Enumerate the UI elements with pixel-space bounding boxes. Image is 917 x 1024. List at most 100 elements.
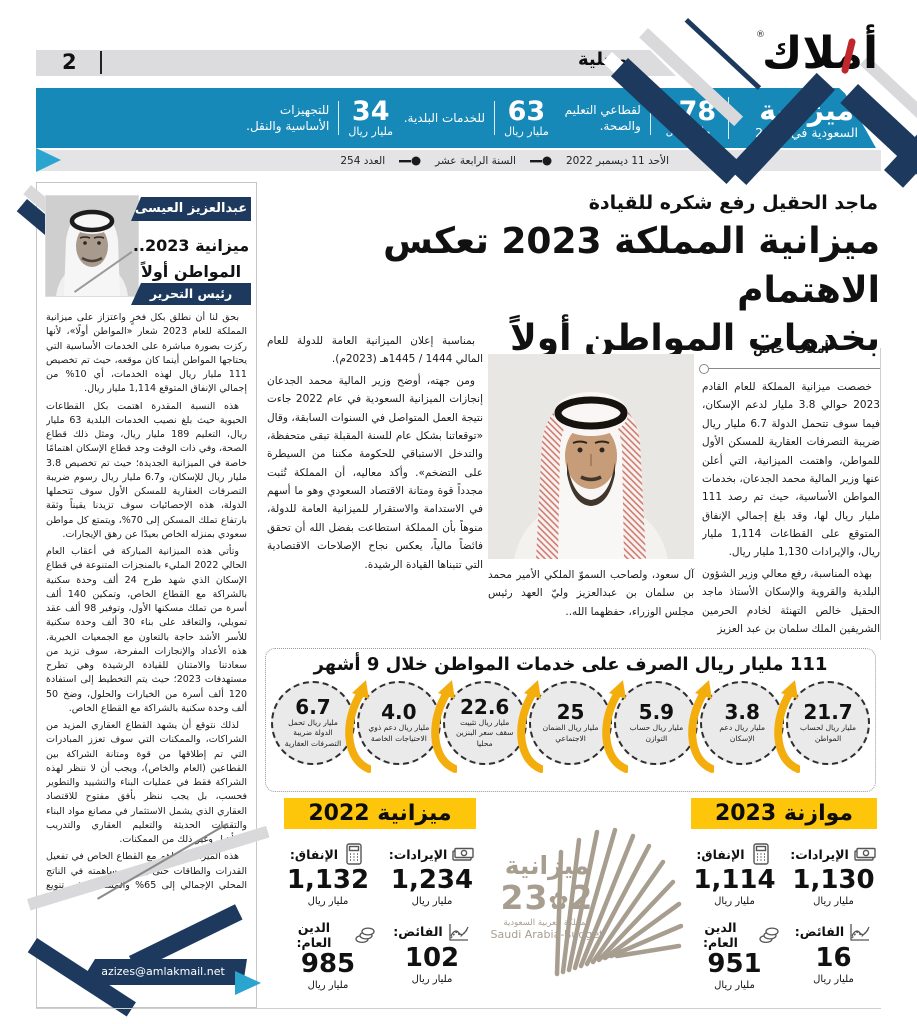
date-strip: الأحد 11 ديسمبر 2022 السنة الرابعة عشر ا… <box>36 150 881 171</box>
stat-value: 63 <box>507 96 546 127</box>
budget-2023-grid: الإيرادات: 1,130 مليار ريال الإنفاق: 1,1… <box>688 842 880 991</box>
main-article: ماجد الحقيل رفع شكره للقيادة ميزانية الم… <box>265 182 880 1008</box>
stat-surplus: الفائض: 16 مليار ريال <box>787 920 880 991</box>
stat-label: لقطاعي التعليم والصحة. <box>564 102 641 133</box>
author-photo <box>45 195 139 297</box>
stat-label: الفائض: <box>794 924 845 940</box>
stat-public-debt: الدين العام: 951 مليار ريال <box>688 920 781 991</box>
article-paragraph: خصصت ميزانية المملكة للعام القادم 2023 ح… <box>702 381 880 559</box>
stat-label: للتجهيزات الأساسية والنقل. <box>246 102 330 133</box>
article-paragraph: بهذه المناسبة، رفع معالي وزير الشؤون الب… <box>702 567 880 635</box>
stat-revenues: الإيرادات: 1,234 مليار ريال <box>383 842 481 907</box>
registered-mark: ® <box>756 30 765 40</box>
stat-label: الإنفاق: <box>696 846 745 862</box>
yellow-arrow-icon <box>431 680 457 773</box>
cyan-triangle <box>36 148 61 172</box>
logo-rays <box>554 827 684 977</box>
stat-unit: مليار ريال <box>411 973 453 985</box>
stat-label: الدين العام: <box>703 919 738 950</box>
stat-value: 985 <box>300 948 356 979</box>
calculator-icon <box>752 843 769 865</box>
stat-unit: مليار ريال <box>714 895 755 907</box>
circle-label: مليار ريال لحساب المواطن <box>800 723 857 743</box>
bullet-icon <box>529 156 552 165</box>
author-name-ribbon: عبدالعزيز العيسى <box>131 197 251 221</box>
opinion-paragraph: بحق لنا أن نطلق بكل فخرٍ واعتزاز على ميز… <box>46 312 247 395</box>
column-title-line1: ميزانية 2023.. <box>132 236 250 255</box>
article-headline: ميزانية المملكة 2023 تعكس الاهتمام بخدما… <box>265 218 880 364</box>
stat-label: الدين العام: <box>296 919 332 950</box>
stat-spending: الإنفاق: 1,132 مليار ريال <box>279 842 377 907</box>
chart-icon <box>449 923 469 941</box>
stat-label: الإنفاق: <box>289 846 339 862</box>
issue-number: العدد 254 <box>340 154 386 167</box>
stat-public-debt: الدين العام: 985 مليار ريال <box>279 920 377 991</box>
logo-english: Saudi Arabia-Budget <box>490 927 604 941</box>
coins-icon <box>355 927 375 943</box>
infographic-circle: 25 مليار ريال الضمان الاجتماعي <box>528 681 613 765</box>
section-label: محلية <box>578 49 628 70</box>
photo-column-text: آل سعود، ولصاحب السموّ الملكي الأمير محم… <box>488 569 694 618</box>
article-paragraph: بمناسبة إعلان الميزانية العامة للدولة لل… <box>267 335 483 366</box>
budget-stats-bar: ميزانية السعودية في 2023 378 مليار ريال … <box>36 88 876 148</box>
article-kicker: ماجد الحقيل رفع شكره للقيادة <box>588 192 878 214</box>
infographic-title: 111 مليار ريال الصرف على خدمات المواطن خ… <box>313 654 828 675</box>
stats-item-municipal: 63 مليار ريال للخدمات البلدية. <box>393 98 549 138</box>
stats-item-infrastructure: 34 مليار ريال للتجهيزات الأساسية والنقل. <box>237 98 393 138</box>
article-column-left: بمناسبة إعلان الميزانية العامة للدولة لل… <box>267 332 483 644</box>
stat-unit: مليار ريال <box>813 895 854 907</box>
circle-label: مليار ريال تحمل الدولة ضريبة التصرفات ال… <box>284 718 342 748</box>
opinion-paragraph: هذه النسبة المقدرة اهتمت بكل القطاعات ال… <box>46 400 247 540</box>
opinion-paragraph: وتأتي هذه الميزانية المباركة في أعقاب ال… <box>46 546 247 714</box>
stat-label: للخدمات البلدية. <box>403 110 486 125</box>
opinion-text: بحق لنا أن نطلق بكل فخرٍ واعتزاز على ميز… <box>46 311 247 895</box>
stat-revenues: الإيرادات: 1,130 مليار ريال <box>787 842 880 907</box>
stat-unit: مليار ريال <box>411 895 453 907</box>
minister-portrait-illustration <box>488 354 694 559</box>
opinion-column: عبدالعزيز العيسى ميزانية 2023.. المواطن … <box>16 182 270 1017</box>
yellow-arrow-icon <box>516 680 543 773</box>
logo-year-right: 23 <box>500 877 549 917</box>
budget-2023-title: موازنة 2023 <box>690 798 878 829</box>
circle-label: مليار ريال دعم ذوي الاحتياجات الخاصة <box>368 723 430 743</box>
stat-value: 951 <box>707 948 762 979</box>
infographic-circle: 6.7 مليار ريال تحمل الدولة ضريبة التصرفا… <box>271 681 355 765</box>
author-email[interactable]: azizes@amlakmail.net <box>79 959 247 985</box>
saudi-emblem-icon: ✿ <box>548 886 570 915</box>
stat-unit: مليار ريال <box>348 125 394 138</box>
yellow-arrow-icon <box>774 680 801 773</box>
author-role-ribbon: رئيس التحرير <box>131 283 251 305</box>
circle-value: 6.7 <box>295 695 331 720</box>
infographic-circle: 4.0 مليار ريال دعم ذوي الاحتياجات الخاصة <box>356 681 441 765</box>
stats-divider <box>494 101 495 135</box>
author-portrait-illustration <box>46 196 138 296</box>
stat-value: 16 <box>815 942 852 973</box>
section-strip <box>36 50 676 76</box>
bullet-icon <box>399 156 421 165</box>
coins-icon <box>759 927 779 943</box>
stats-divider <box>338 101 339 135</box>
circle-label: مليار ريال دعم الإسكان <box>719 723 766 743</box>
yellow-arrow-icon <box>688 680 715 773</box>
logo-word: ميزانية <box>504 851 590 880</box>
headline-line1: ميزانية المملكة 2023 تعكس الاهتمام <box>383 221 880 311</box>
circle-value: 5.9 <box>638 700 675 725</box>
yellow-arrow-icon <box>602 680 629 773</box>
infographic-circle: 5.9 مليار ريال حساب التوازن <box>614 681 699 765</box>
page-number: 2 <box>62 50 77 74</box>
circle-value: 4.0 <box>381 700 417 725</box>
budget-2022-title: ميزانية 2022 <box>284 798 476 829</box>
circle-value: 25 <box>556 700 585 725</box>
byline-rule <box>699 364 880 374</box>
issue-date: الأحد 11 ديسمبر 2022 <box>565 154 669 167</box>
stat-surplus: الفائض: 102 مليار ريال <box>383 920 481 991</box>
stat-unit: مليار ريال <box>504 125 549 138</box>
circle-label: مليار ريال الضمان الاجتماعي <box>542 723 599 743</box>
stat-value: 34 <box>351 96 390 127</box>
stat-label: الإيرادات: <box>388 846 448 862</box>
edition-label: السنة الرابعة عشر <box>435 154 516 167</box>
opinion-paragraph: لذلك نتوقع أن يشهد القطاع العقاري المزيد… <box>46 720 247 845</box>
spending-infographic: 111 مليار ريال الصرف على خدمات المواطن خ… <box>265 648 876 792</box>
circle-value: 22.6 <box>460 695 510 720</box>
